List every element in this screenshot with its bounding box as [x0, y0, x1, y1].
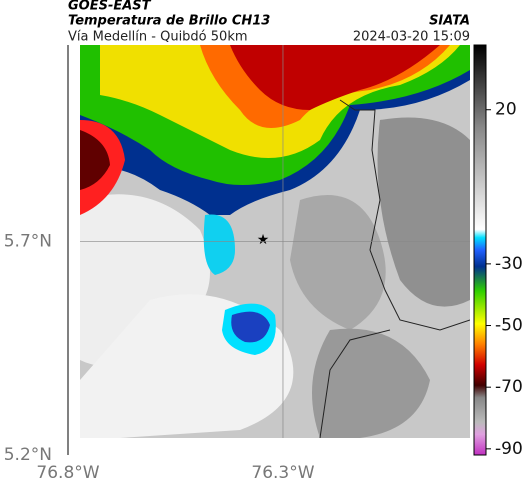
y-tick-label: 5.7°N — [4, 231, 52, 251]
colorbar-tick-label: 20 — [495, 100, 517, 120]
x-tick-label: 76.3°W — [251, 463, 314, 483]
subtitle: Temperatura de Brillo CH13 — [68, 14, 270, 29]
colorbar-tick-label: -30 — [495, 254, 523, 274]
colorbar-tick-label: -90 — [495, 439, 523, 459]
location-marker: ★ — [257, 232, 270, 248]
caption: Vía Medellín - Quibdó 50km — [68, 30, 248, 45]
x-tick-label: 76.8°W — [36, 463, 99, 483]
colorbar-tick-label: -70 — [495, 377, 523, 397]
colorbar — [473, 44, 487, 456]
y-tick-label: 5.2°N — [4, 445, 52, 465]
timestamp: 2024-03-20 15:09 — [353, 30, 470, 45]
title: GOES-EAST — [68, 0, 152, 14]
colorbar-tick-label: -50 — [495, 316, 523, 336]
satellite-image — [80, 45, 470, 438]
source: SIATA — [429, 14, 470, 29]
